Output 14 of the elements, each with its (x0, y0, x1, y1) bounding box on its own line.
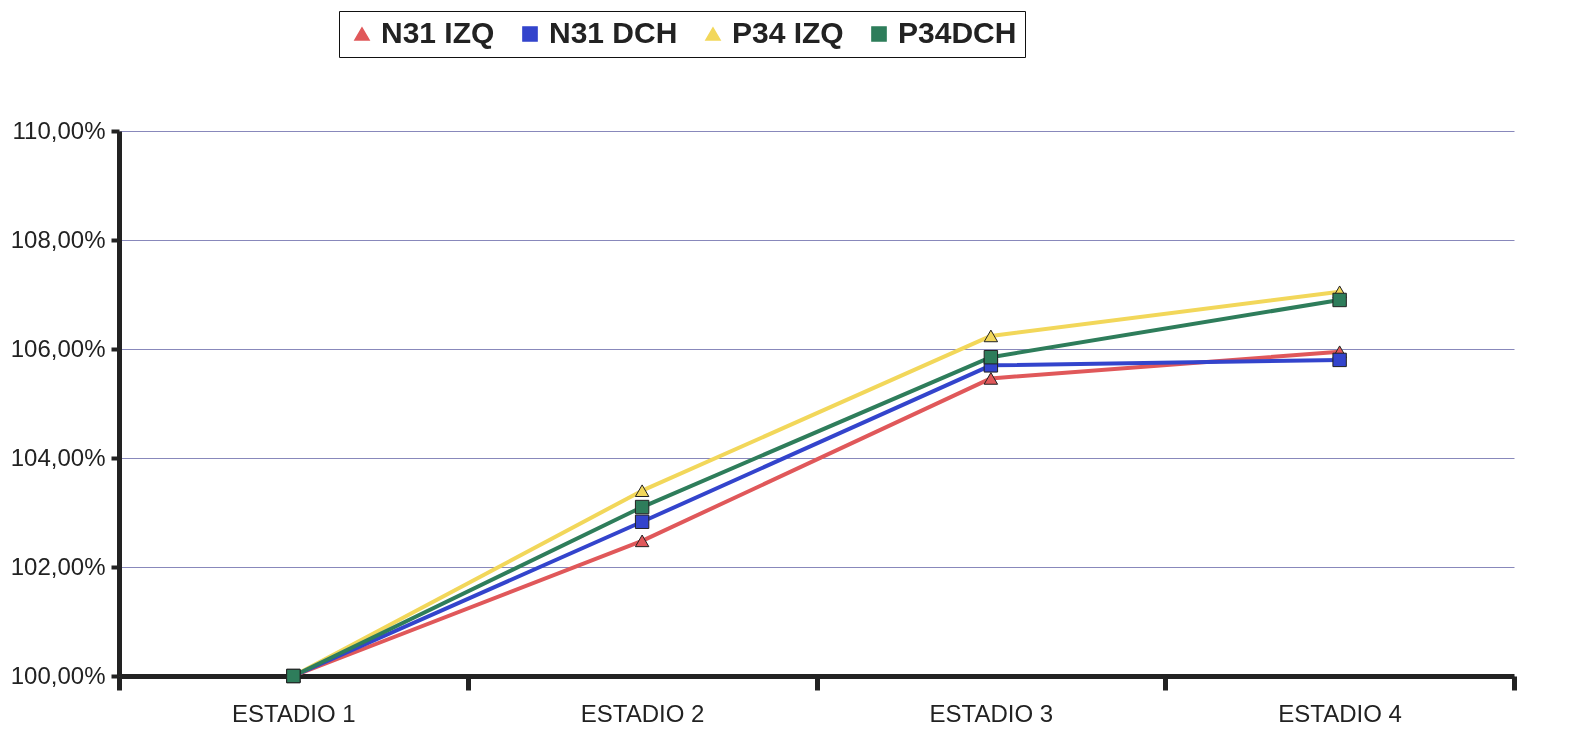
y-tick-label: 108,00% (10, 225, 106, 253)
legend-label: N31 IZQ (381, 16, 495, 49)
y-tick-label: 110,00% (12, 116, 106, 144)
x-tick-label: ESTADIO 4 (1278, 699, 1402, 727)
y-tick-label: 100,00% (10, 661, 106, 689)
legend-label: N31 DCH (549, 16, 678, 49)
x-tick-label: ESTADIO 2 (580, 699, 705, 727)
legend-label: P34DCH (898, 16, 1017, 49)
y-tick-label: 104,00% (10, 443, 106, 471)
x-tick-label: ESTADIO 3 (929, 699, 1054, 727)
y-tick-label: 102,00% (10, 552, 106, 580)
legend-label: P34 IZQ (732, 16, 844, 49)
y-tick-label: 106,00% (10, 334, 106, 362)
x-tick-label: ESTADIO 1 (232, 699, 356, 727)
